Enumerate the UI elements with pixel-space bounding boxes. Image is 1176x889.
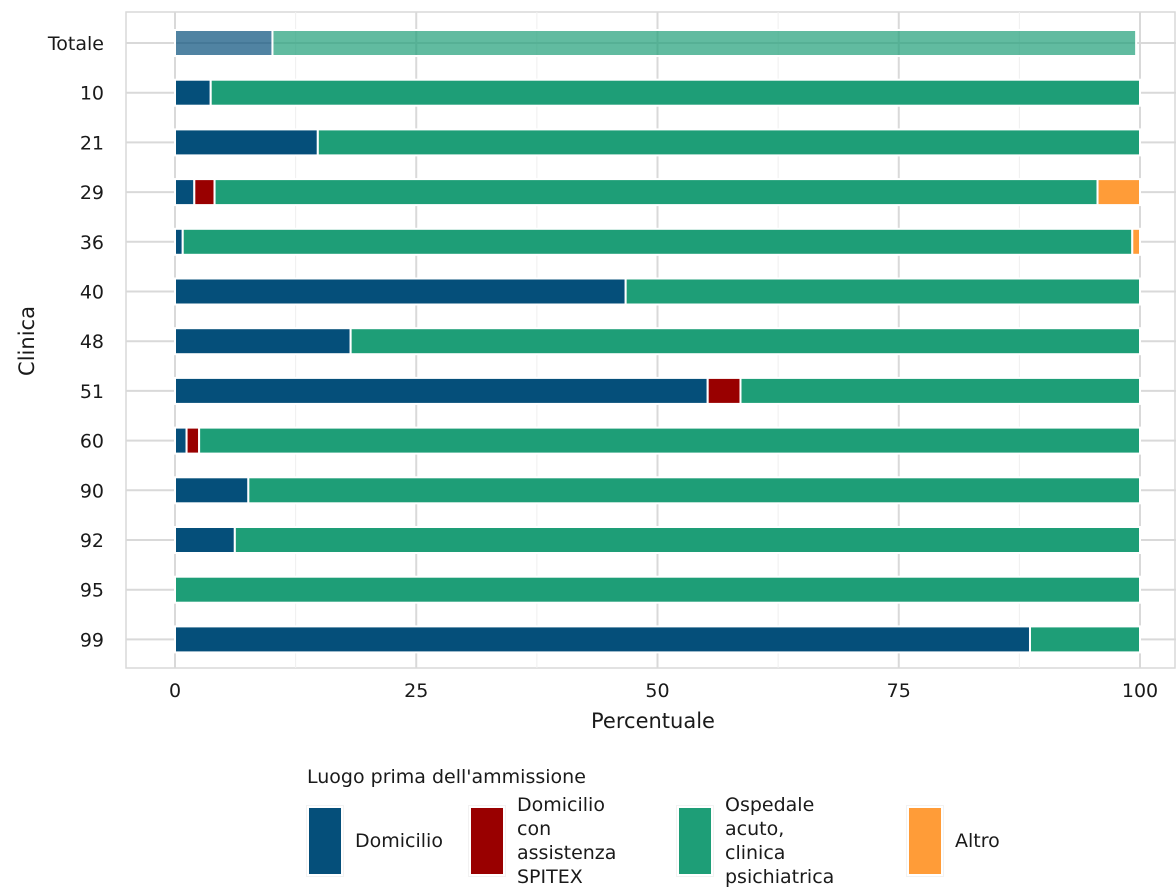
bar-segment xyxy=(209,78,1141,107)
bar-segment xyxy=(247,476,1141,505)
y-tick-label: 90 xyxy=(80,480,104,502)
bar-segment xyxy=(174,29,274,57)
bar-segment xyxy=(1131,227,1142,256)
legend-label-altro: Altro xyxy=(955,830,1000,852)
bar-segment xyxy=(739,376,1141,405)
legend-key-domicilio-spitex xyxy=(468,805,506,877)
bar-segment xyxy=(193,178,216,207)
x-tick-label: 75 xyxy=(887,680,911,702)
bars xyxy=(174,29,1142,654)
bar-segment xyxy=(174,526,236,554)
y-tick-label: 99 xyxy=(80,629,104,651)
stacked-bar-chart: Totale 10 21 29 36 40 48 51 60 90 92 95 99 0 25 50 75 10… xyxy=(15,11,1176,733)
y-tick-label: Totale xyxy=(47,33,104,55)
bar-segment xyxy=(174,376,709,405)
y-tick-label: 51 xyxy=(80,381,104,403)
bar-segment xyxy=(1096,178,1142,207)
legend-key-altro xyxy=(906,805,944,877)
bar-segment xyxy=(198,426,1141,455)
y-tick-label: 29 xyxy=(80,182,104,204)
legend-label-ospedale-acuto: Ospedale acuto, clinica psichiatrica xyxy=(725,794,835,888)
bar-segment xyxy=(233,526,1141,554)
y-tick-label: 10 xyxy=(80,83,104,105)
bar-segment xyxy=(706,376,742,405)
x-tick-label: 0 xyxy=(169,680,181,702)
legend-key-domicilio xyxy=(306,805,344,877)
x-axis-title: Percentuale xyxy=(591,709,715,733)
y-axis-ticks: Totale 10 21 29 36 40 48 51 60 90 92 95 99 xyxy=(47,33,104,651)
legend: Luogo prima dell'ammissione Domicilio Do… xyxy=(305,764,1065,888)
bar-segment xyxy=(624,277,1141,306)
y-tick-label: 40 xyxy=(80,282,104,304)
y-tick-label: 92 xyxy=(80,530,104,552)
bar-segment xyxy=(174,277,627,306)
bar-segment xyxy=(174,178,196,207)
bar-segment xyxy=(181,227,1134,256)
legend-title: Luogo prima dell'ammissione xyxy=(307,766,586,788)
bar-segment xyxy=(316,128,1141,157)
legend-label-domicilio-spitex: Domicilio con assistenza SPITEX xyxy=(517,794,617,888)
x-tick-label: 25 xyxy=(404,680,428,702)
bar-segment xyxy=(174,575,1141,604)
bar-segment xyxy=(185,426,201,455)
bar-segment xyxy=(174,227,184,256)
legend-label-domicilio: Domicilio xyxy=(355,830,443,852)
y-tick-label: 60 xyxy=(80,431,104,453)
y-tick-label: 36 xyxy=(80,232,104,254)
bar-segment xyxy=(174,625,1031,654)
bar-segment xyxy=(1028,625,1141,654)
y-tick-label: 48 xyxy=(80,331,104,353)
panel-border xyxy=(125,11,1176,669)
bar-segment xyxy=(213,178,1099,207)
bar-segment xyxy=(174,78,212,107)
bar-segment xyxy=(174,327,352,356)
bar-segment xyxy=(174,128,319,157)
x-tick-label: 100 xyxy=(1122,680,1158,702)
x-tick-label: 50 xyxy=(645,680,669,702)
x-axis-ticks: 0 25 50 75 100 xyxy=(169,680,1158,702)
bar-segment xyxy=(174,426,188,455)
bar-segment xyxy=(174,476,250,505)
bar-segment xyxy=(271,29,1138,57)
bar-segment xyxy=(349,327,1141,356)
y-axis-title: Clinica xyxy=(15,306,39,376)
y-tick-label: 95 xyxy=(80,580,104,602)
y-tick-label: 21 xyxy=(80,132,104,154)
legend-key-ospedale-acuto xyxy=(676,805,714,877)
